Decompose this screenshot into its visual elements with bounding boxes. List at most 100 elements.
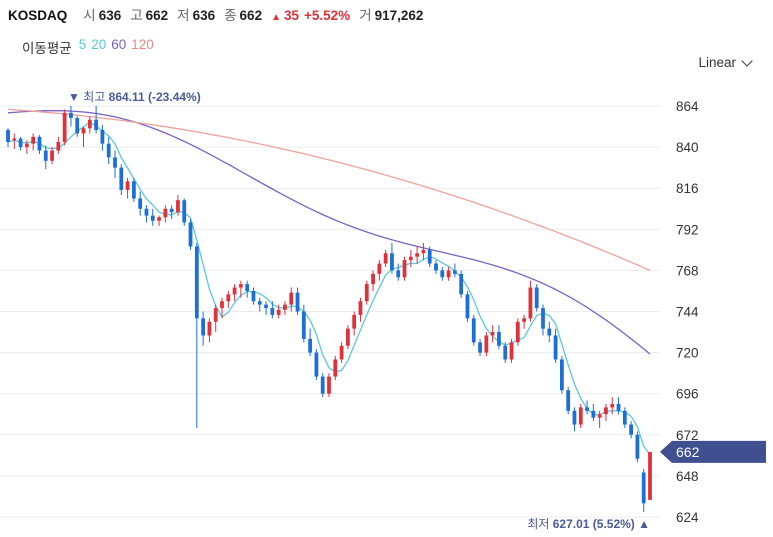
candle [320,373,325,398]
candle [597,410,602,428]
y-tick-label: 792 [676,222,699,237]
candle [138,191,143,216]
candle [534,284,539,312]
candle [541,304,545,336]
candle [459,270,464,298]
candle [559,356,564,394]
ma-legend-title: 이동평균 [22,41,72,56]
candle [629,421,634,439]
candle [352,311,357,336]
candle [238,280,243,298]
y-tick-label: 864 [676,99,699,114]
candle [289,287,294,312]
candle [622,407,627,428]
candle [24,140,29,154]
candle [402,256,407,281]
quote-header: KOSDAQ 시 636 고 662 저 636 종 662 ▲ 35 +5.5… [8,4,432,23]
candle [106,136,111,165]
candle [648,451,652,500]
candle [345,325,350,350]
candle [327,373,331,398]
candle [295,287,300,315]
candle [75,116,80,137]
candles [6,105,652,512]
candle [69,106,73,127]
candle [182,198,187,226]
grid-lines [0,105,660,518]
candle [314,349,319,380]
candle [245,280,250,298]
open-value: 636 [98,8,122,23]
y-tick-label: 768 [676,263,699,278]
y-tick-label: 672 [676,428,699,443]
candle [377,260,382,281]
candle [87,116,92,134]
candle [62,109,67,146]
candle [364,280,369,305]
candle [131,177,136,202]
candle [610,397,615,415]
ma-5-label: 5 [78,37,87,52]
candle [201,311,206,346]
candle [176,195,180,216]
ma-60-label: 60 [111,37,127,52]
candle [528,280,533,322]
candle [358,297,363,322]
candle [490,325,495,343]
candle [371,270,375,291]
candle [207,318,212,343]
volume-label: 거 [359,8,372,23]
candle [465,290,470,322]
candle [503,342,508,363]
close-label: 종 [224,8,237,23]
y-tick-label: 648 [676,469,699,484]
candle [18,136,23,151]
moving-average-legend[interactable]: 이동평균 5 20 60 120 [22,37,154,57]
low-annotation: 최저 627.01 (5.52%) ▲ [527,517,650,531]
y-tick-label: 816 [676,181,699,196]
candle [497,325,501,350]
candle [100,124,105,151]
y-tick-label: 840 [676,140,699,155]
candle [276,304,281,319]
ma120-line [7,108,651,271]
symbol-name: KOSDAQ [8,8,68,23]
candle [585,400,589,415]
candle [635,431,640,463]
candle [578,403,583,428]
candle [390,243,394,274]
candle [339,342,344,363]
high-label: 고 [130,8,143,23]
candle [604,403,608,422]
candle [434,260,438,274]
candle [6,128,10,148]
moving-average-lines [7,108,651,456]
candle [188,219,193,250]
candle [194,243,199,428]
y-tick-label: 624 [676,510,699,525]
low-value: 636 [192,8,216,23]
current-price-label: 662 [676,444,700,460]
y-tick-label: 744 [676,305,699,320]
annotations: ▼ 최고 864.11 (-23.44%) 최저 627.01 (5.52%) ▲… [68,90,766,531]
change-percent: +5.52% [304,8,351,23]
candle [308,328,313,357]
ma-120-label: 120 [131,37,154,52]
candle [31,133,36,151]
candle [471,314,476,346]
candle [169,205,174,220]
candle [12,133,17,149]
candle [547,321,552,343]
y-axis: 864 840 816 792 768 744 720 696 672 648 624 [676,99,699,525]
candle [408,249,413,267]
low-label: 저 [177,8,190,23]
candle [478,338,482,357]
ma-20-label: 20 [91,37,107,52]
scale-selector[interactable]: Linear [698,54,753,70]
up-arrow-icon: ▲ [271,12,281,23]
candle [484,332,489,357]
candle [616,397,621,415]
candle [270,301,275,319]
y-tick-label: 720 [676,346,699,361]
